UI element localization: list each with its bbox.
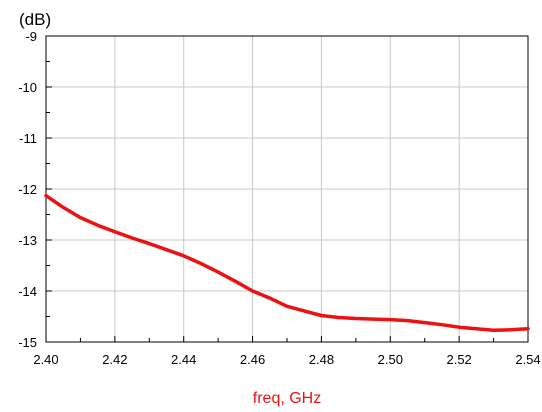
x-tick-label: 2.46 bbox=[240, 352, 265, 367]
y-tick-label: -9 bbox=[25, 29, 37, 44]
y-tick-label: -11 bbox=[19, 131, 37, 146]
series-line bbox=[44, 193, 530, 333]
x-tick-label: 2.48 bbox=[309, 352, 334, 367]
x-tick-label: 2.44 bbox=[171, 352, 196, 367]
y-unit-label: (dB) bbox=[19, 10, 51, 29]
y-tick-labels: -9 -10 -11 -12 -13 -14 -15 bbox=[18, 29, 37, 350]
x-axis-title: freq, GHz bbox=[253, 390, 321, 407]
y-tick-label: -10 bbox=[18, 80, 37, 95]
grid bbox=[46, 36, 528, 342]
y-tick-label: -15 bbox=[18, 335, 37, 350]
x-tick-label: 2.40 bbox=[33, 352, 58, 367]
plot-frame bbox=[45, 35, 529, 343]
x-tick-label: 2.42 bbox=[102, 352, 127, 367]
x-tick-label: 2.52 bbox=[446, 352, 471, 367]
x-tick-labels: 2.40 2.42 2.44 2.46 2.48 2.50 2.52 2.54 bbox=[33, 352, 540, 367]
series-layer bbox=[44, 193, 530, 333]
x-tick-label: 2.54 bbox=[515, 352, 540, 367]
y-tick-label: -14 bbox=[18, 284, 37, 299]
y-tick-label: -13 bbox=[18, 233, 37, 248]
y-tick-label: -12 bbox=[18, 182, 37, 197]
x-tick-label: 2.50 bbox=[378, 352, 403, 367]
